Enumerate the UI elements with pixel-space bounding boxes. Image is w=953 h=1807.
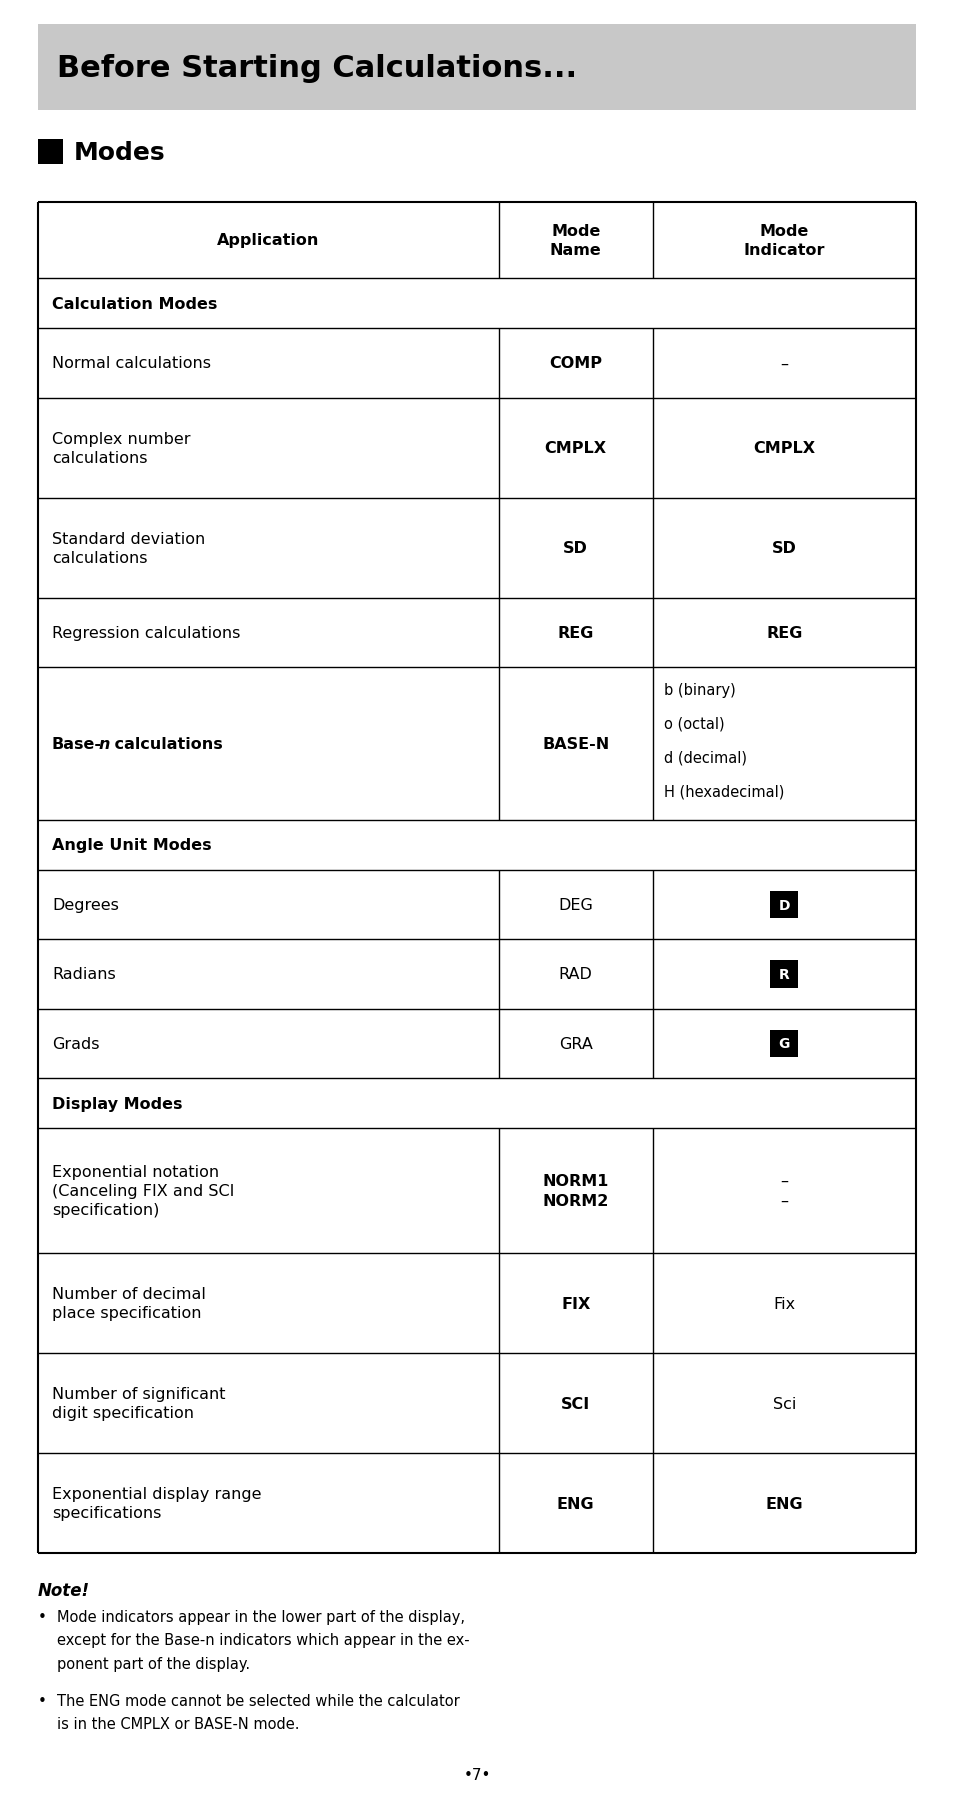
FancyBboxPatch shape <box>770 961 798 988</box>
Text: ponent part of the display.: ponent part of the display. <box>57 1655 251 1671</box>
Text: Before Starting Calculations...: Before Starting Calculations... <box>57 54 577 83</box>
Text: •: • <box>38 1608 47 1624</box>
Text: calculations: calculations <box>109 737 222 752</box>
Text: Calculation Modes: Calculation Modes <box>51 296 217 311</box>
Text: ENG: ENG <box>557 1496 594 1511</box>
Text: Sci: Sci <box>772 1395 795 1411</box>
Text: D: D <box>778 898 789 913</box>
Text: Complex number
calculations: Complex number calculations <box>51 432 191 466</box>
Text: GRA: GRA <box>558 1037 592 1052</box>
Text: R: R <box>778 967 789 981</box>
Text: except for the Base-⁣n indicators which appear in the ex-: except for the Base-⁣n indicators which … <box>57 1632 470 1648</box>
Text: Fix: Fix <box>773 1296 795 1310</box>
Text: CMPLX: CMPLX <box>544 441 606 455</box>
Text: DEG: DEG <box>558 898 593 913</box>
FancyBboxPatch shape <box>770 1030 798 1057</box>
Text: Modes: Modes <box>74 141 166 164</box>
Text: b (binary): b (binary) <box>663 683 735 698</box>
Text: Number of decimal
place specification: Number of decimal place specification <box>51 1287 206 1321</box>
Text: ENG: ENG <box>764 1496 802 1511</box>
Text: REG: REG <box>557 625 594 640</box>
Text: Display Modes: Display Modes <box>51 1097 182 1111</box>
Text: FIX: FIX <box>560 1296 590 1310</box>
Text: REG: REG <box>765 625 801 640</box>
Text: COMP: COMP <box>549 356 601 370</box>
Text: RAD: RAD <box>558 967 592 981</box>
Text: Mode
Name: Mode Name <box>549 224 601 258</box>
Text: Application: Application <box>217 233 319 248</box>
Text: Exponential display range
specifications: Exponential display range specifications <box>51 1485 261 1520</box>
Text: Grads: Grads <box>51 1037 99 1052</box>
Text: •: • <box>38 1693 47 1708</box>
Text: •7•: •7• <box>463 1767 490 1782</box>
FancyBboxPatch shape <box>38 25 915 110</box>
Text: Number of significant
digit specification: Number of significant digit specificatio… <box>51 1386 225 1420</box>
Text: G: G <box>778 1037 789 1052</box>
Text: SD: SD <box>563 540 588 557</box>
Text: Radians: Radians <box>51 967 115 981</box>
Text: The ENG mode cannot be selected while the calculator: The ENG mode cannot be selected while th… <box>57 1693 459 1708</box>
Text: n: n <box>98 737 110 752</box>
Text: –
–: – – <box>780 1173 787 1209</box>
Text: Mode indicators appear in the lower part of the display,: Mode indicators appear in the lower part… <box>57 1608 465 1624</box>
Text: Standard deviation
calculations: Standard deviation calculations <box>51 531 205 566</box>
Text: is in the CMPLX or BASE-N mode.: is in the CMPLX or BASE-N mode. <box>57 1717 299 1731</box>
Text: Mode
Indicator: Mode Indicator <box>742 224 824 258</box>
Text: NORM1
NORM2: NORM1 NORM2 <box>542 1173 608 1209</box>
Text: Base-: Base- <box>51 737 102 752</box>
Text: Note!: Note! <box>38 1581 90 1599</box>
Text: –: – <box>780 356 787 370</box>
Text: o (octal): o (octal) <box>663 716 723 732</box>
FancyBboxPatch shape <box>38 141 63 164</box>
Text: Degrees: Degrees <box>51 898 118 913</box>
Text: Exponential notation
(Canceling FIX and SCI
specification): Exponential notation (Canceling FIX and … <box>51 1164 234 1218</box>
Text: BASE-N: BASE-N <box>541 737 609 752</box>
FancyBboxPatch shape <box>770 891 798 920</box>
Text: SCI: SCI <box>560 1395 590 1411</box>
Text: H (hexadecimal): H (hexadecimal) <box>663 784 783 799</box>
Text: Normal calculations: Normal calculations <box>51 356 211 370</box>
Text: CMPLX: CMPLX <box>753 441 815 455</box>
Text: SD: SD <box>771 540 796 557</box>
Text: Angle Unit Modes: Angle Unit Modes <box>51 838 212 853</box>
Text: Regression calculations: Regression calculations <box>51 625 240 640</box>
Text: d (decimal): d (decimal) <box>663 750 746 764</box>
